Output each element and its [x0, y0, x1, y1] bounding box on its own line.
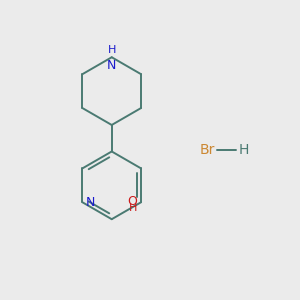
Text: O: O	[127, 195, 137, 208]
Text: N: N	[107, 59, 116, 72]
Text: H: H	[129, 202, 137, 213]
Text: N: N	[86, 196, 96, 209]
Text: H: H	[238, 143, 249, 157]
Text: Br: Br	[200, 143, 215, 157]
Text: H: H	[107, 45, 116, 55]
